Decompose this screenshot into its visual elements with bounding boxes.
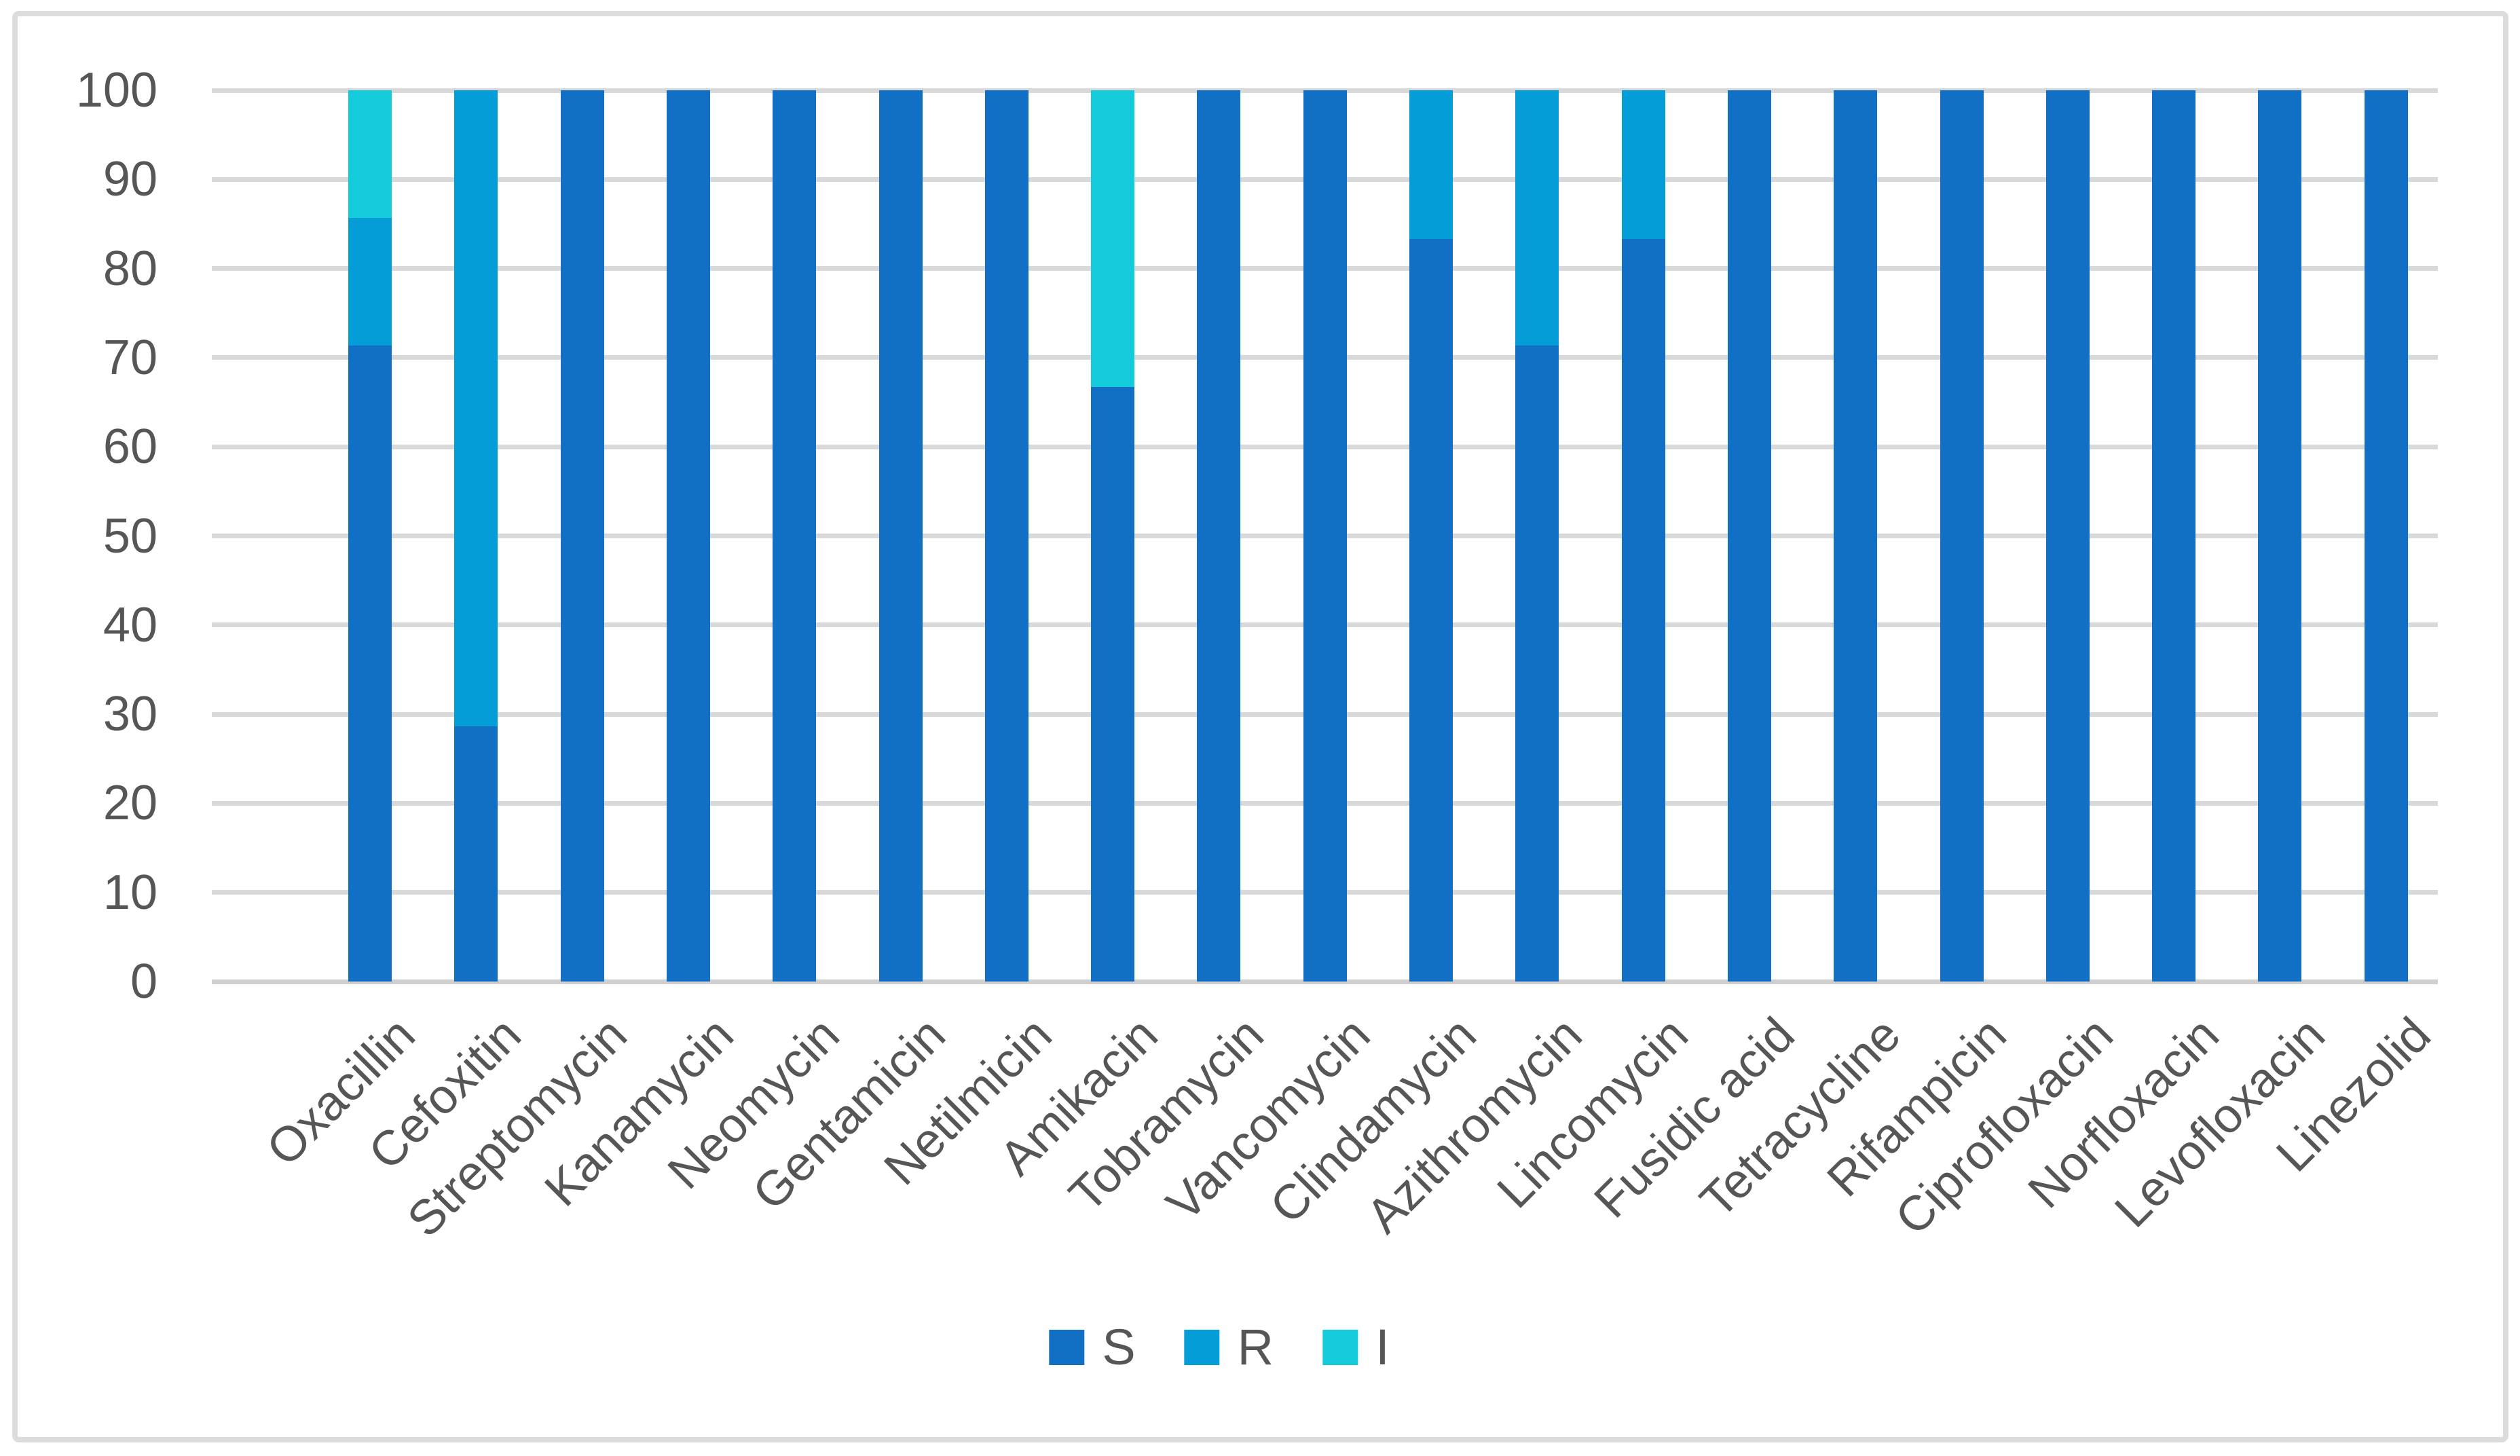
y-tick-label-30: 30 — [103, 687, 158, 742]
bar-segment-r-oxacillin — [348, 217, 392, 346]
bar-segment-s-oxacillin — [348, 345, 392, 982]
legend-label-s: S — [1102, 1319, 1136, 1375]
legend-swatch-s — [1049, 1330, 1085, 1365]
y-tick-label-50: 50 — [103, 508, 158, 563]
bar-segment-s-gentamicin — [878, 90, 923, 982]
bar-segment-s-tetracycline — [1834, 90, 1878, 982]
bar-segment-i-amikacin — [1091, 90, 1135, 388]
bar-segment-r-azithromycin — [1515, 90, 1559, 346]
bar-segment-s-fusidic-acid — [1727, 90, 1771, 982]
bar-segment-r-lincomycin — [1621, 90, 1665, 240]
bar-segment-i-oxacillin — [348, 90, 392, 218]
y-tick-label-70: 70 — [103, 330, 158, 385]
bar-segment-s-netilmicin — [984, 90, 1029, 982]
legend-swatch-i — [1322, 1330, 1358, 1365]
y-tick-label-40: 40 — [103, 597, 158, 652]
legend-swatch-r — [1184, 1330, 1220, 1365]
y-tick-label-80: 80 — [103, 241, 158, 296]
legend-item-r: R — [1184, 1319, 1274, 1375]
bar-segment-s-neomycin — [773, 90, 817, 982]
bar-segment-r-cefoxitin — [454, 90, 498, 727]
y-tick-label-90: 90 — [103, 152, 158, 207]
bar-segment-s-azithromycin — [1515, 345, 1559, 982]
y-tick-label-60: 60 — [103, 419, 158, 474]
bar-segment-s-lincomycin — [1621, 239, 1665, 982]
legend-label-r: R — [1237, 1319, 1274, 1375]
bar-segment-s-linezolid — [2364, 90, 2408, 982]
y-tick-label-10: 10 — [103, 865, 158, 920]
bar-segment-s-rifampicin — [1940, 90, 1984, 982]
bar-segment-s-clindamycin — [1409, 239, 1453, 982]
bar-segment-r-clindamycin — [1409, 90, 1453, 240]
bar-segment-s-tobramycin — [1197, 90, 1241, 982]
x-axis-line — [212, 979, 2438, 984]
bar-segment-s-streptomycin — [560, 90, 604, 982]
y-tick-label-0: 0 — [130, 954, 158, 1009]
legend-label-i: I — [1375, 1319, 1390, 1375]
bar-segment-s-kanamycin — [666, 90, 710, 982]
y-tick-label-100: 100 — [75, 63, 158, 117]
bar-segment-s-ciprofloxacin — [2045, 90, 2090, 982]
bar-segment-s-norfloxacin — [2152, 90, 2196, 982]
legend-item-i: I — [1322, 1322, 1390, 1373]
bar-segment-s-levofloxacin — [2258, 90, 2302, 982]
legend-item-s: S — [1049, 1319, 1136, 1375]
y-tick-label-20: 20 — [103, 776, 158, 831]
bar-segment-s-cefoxitin — [454, 726, 498, 982]
bar-segment-s-amikacin — [1091, 387, 1135, 982]
bar-segment-s-vancomycin — [1303, 90, 1347, 982]
